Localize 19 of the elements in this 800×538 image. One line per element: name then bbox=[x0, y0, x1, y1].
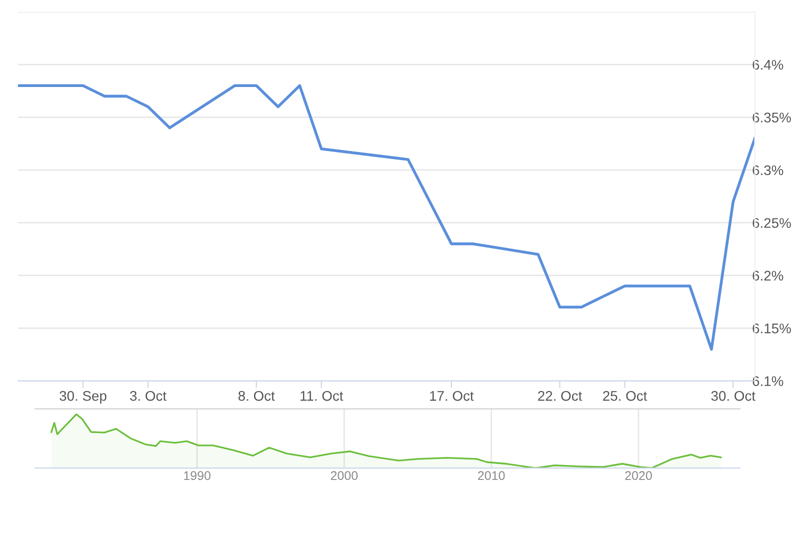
x-tick-label: 3. Oct bbox=[130, 390, 166, 401]
x-tick-label: 2020 bbox=[625, 471, 652, 480]
x-tick-label: 30. Oct bbox=[711, 390, 756, 401]
x-tick-label: 1990 bbox=[184, 471, 210, 480]
y-tick-label: 6.35% bbox=[752, 112, 791, 122]
x-tick-label: 8. Oct bbox=[238, 390, 275, 401]
y-tick-label: 6.4% bbox=[752, 60, 784, 70]
x-tick-label: 17. Oct bbox=[430, 390, 474, 401]
x-tick-label: 2010 bbox=[478, 471, 505, 480]
x-tick-label: 22. Oct bbox=[538, 390, 582, 401]
x-tick-label: 30. Sep bbox=[60, 390, 106, 404]
y-tick-label: 6.15% bbox=[752, 324, 791, 334]
x-tick-label: 2000 bbox=[330, 471, 358, 480]
x-tick-label: 11. Oct bbox=[300, 390, 344, 401]
x-tick-label: 25. Oct bbox=[603, 390, 648, 401]
y-tick-label: 6.25% bbox=[752, 218, 791, 228]
y-tick-label: 6.3% bbox=[752, 165, 784, 176]
y-tick-label: 6.2% bbox=[752, 270, 784, 281]
y-tick-label: 6.1% bbox=[752, 376, 784, 386]
